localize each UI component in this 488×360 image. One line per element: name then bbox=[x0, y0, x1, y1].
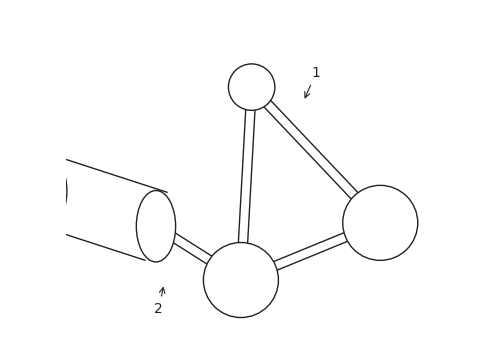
Text: 1: 1 bbox=[304, 66, 320, 98]
Ellipse shape bbox=[203, 243, 278, 318]
Text: 2: 2 bbox=[154, 288, 164, 316]
Ellipse shape bbox=[27, 155, 67, 227]
Ellipse shape bbox=[342, 185, 417, 260]
Ellipse shape bbox=[228, 64, 274, 111]
Ellipse shape bbox=[136, 190, 175, 262]
